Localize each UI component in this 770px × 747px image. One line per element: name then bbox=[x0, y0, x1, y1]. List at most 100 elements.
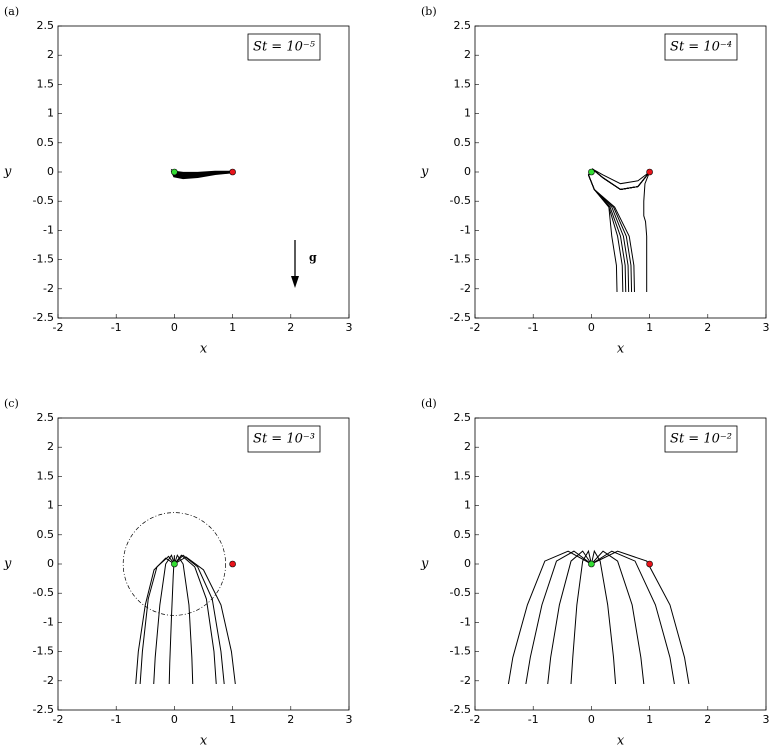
panel: (a)-2 -1 0 1 2 3-2.5-2-1.5-1-0.500.511.522.5x… bbox=[3, 5, 353, 357]
y-tick-label: 0 bbox=[47, 165, 54, 178]
reference-circle bbox=[122, 512, 226, 616]
point-marker bbox=[588, 560, 595, 568]
x-axis-label: x bbox=[617, 734, 625, 747]
y-tick-label: -1.5 bbox=[33, 253, 54, 266]
y-tick-label: 1 bbox=[464, 499, 471, 512]
y-tick-label: 2 bbox=[47, 48, 54, 61]
x-axis-label: x bbox=[200, 734, 208, 747]
trajectory bbox=[174, 556, 236, 684]
y-tick-label: -1 bbox=[460, 615, 471, 628]
trajectory bbox=[525, 550, 592, 684]
y-tick-label: 2.5 bbox=[37, 19, 55, 32]
y-tick-label: 2.5 bbox=[37, 411, 55, 424]
y-tick-label: 0.5 bbox=[454, 528, 472, 541]
x-tick-label: -1 bbox=[528, 713, 539, 726]
plot-frame bbox=[474, 417, 767, 711]
x-tick-label: 2 bbox=[704, 713, 711, 726]
plot-frame bbox=[57, 417, 350, 711]
x-tick-label: -1 bbox=[528, 321, 539, 334]
y-tick-label: 2 bbox=[464, 48, 471, 61]
x-tick-label: 3 bbox=[346, 713, 353, 726]
x-tick-label: 2 bbox=[287, 321, 294, 334]
y-tick-label: 2.5 bbox=[454, 411, 472, 424]
x-tick-label: 0 bbox=[588, 713, 595, 726]
y-tick-label: -2 bbox=[43, 674, 54, 687]
point-marker bbox=[229, 168, 236, 176]
trajectory bbox=[507, 550, 592, 684]
annotation: St = 10⁻³ bbox=[253, 432, 315, 447]
y-tick-label: 1 bbox=[464, 107, 471, 120]
y-tick-label: -2.5 bbox=[450, 311, 471, 324]
trajectory bbox=[643, 171, 651, 292]
y-tick-label: -2.5 bbox=[33, 311, 54, 324]
y-tick-label: 1 bbox=[47, 107, 54, 120]
x-axis-label: x bbox=[617, 342, 625, 357]
y-tick-label: 0 bbox=[47, 557, 54, 570]
panel: (d)-2 -1 0 1 2 3-2.5-2-1.5-1-0.500.511.522.5x… bbox=[420, 397, 770, 747]
trajectory bbox=[591, 550, 690, 684]
x-tick-label: -1 bbox=[111, 713, 122, 726]
x-tick-label: -1 bbox=[111, 321, 122, 334]
x-tick-label: -2 bbox=[470, 713, 481, 726]
annotation: St = 10⁻⁵ bbox=[253, 40, 316, 55]
x-tick-label: 1 bbox=[229, 713, 236, 726]
y-tick-label: 2 bbox=[47, 440, 54, 453]
x-tick-label: -2 bbox=[53, 321, 64, 334]
y-axis-label: y bbox=[420, 165, 429, 180]
y-tick-label: 0.5 bbox=[454, 136, 472, 149]
x-tick-label: 2 bbox=[287, 713, 294, 726]
x-tick-label: 1 bbox=[229, 321, 236, 334]
y-tick-label: -2 bbox=[460, 282, 471, 295]
gravity-arrowhead bbox=[291, 276, 299, 288]
plot-area bbox=[507, 549, 690, 684]
y-tick-label: 1 bbox=[47, 499, 54, 512]
x-tick-label: -2 bbox=[53, 713, 64, 726]
y-tick-label: -1 bbox=[43, 615, 54, 628]
y-tick-label: 2 bbox=[464, 440, 471, 453]
trajectory bbox=[570, 549, 592, 684]
gravity-label: g bbox=[309, 251, 317, 264]
x-tick-label: 1 bbox=[646, 713, 653, 726]
y-tick-label: 0.5 bbox=[37, 136, 55, 149]
point-marker bbox=[646, 560, 653, 568]
y-tick-label: -0.5 bbox=[33, 194, 54, 207]
annotation: St = 10⁻⁴ bbox=[670, 40, 732, 55]
x-tick-label: 1 bbox=[646, 321, 653, 334]
trajectory bbox=[173, 554, 194, 684]
plot-content bbox=[507, 549, 690, 684]
y-tick-label: 1.5 bbox=[454, 469, 472, 482]
y-tick-label: -2.5 bbox=[450, 703, 471, 716]
trajectory bbox=[590, 549, 617, 684]
y-axis-label: y bbox=[3, 165, 12, 180]
annotation: St = 10⁻² bbox=[670, 432, 732, 447]
panel: (b)-2 -1 0 1 2 3-2.5-2-1.5-1-0.500.511.522.5x… bbox=[420, 5, 770, 357]
trajectory bbox=[135, 557, 175, 684]
panel-label: (b) bbox=[421, 5, 437, 18]
panel-label: (c) bbox=[4, 397, 19, 410]
y-tick-label: 2.5 bbox=[454, 19, 472, 32]
annotation-box bbox=[664, 425, 738, 453]
point-marker bbox=[588, 168, 595, 176]
y-axis-label: y bbox=[420, 557, 429, 572]
plot-content bbox=[587, 168, 653, 292]
trajectory bbox=[547, 550, 592, 684]
plot-area bbox=[587, 168, 653, 292]
trajectory bbox=[591, 550, 675, 684]
annotation-box bbox=[664, 33, 738, 61]
y-tick-label: 1.5 bbox=[454, 77, 472, 90]
y-tick-label: 0 bbox=[464, 557, 471, 570]
x-tick-label: 0 bbox=[171, 321, 178, 334]
trajectory bbox=[591, 550, 645, 684]
x-tick-label: 3 bbox=[346, 321, 353, 334]
y-tick-label: 0 bbox=[464, 165, 471, 178]
y-tick-label: -1.5 bbox=[450, 253, 471, 266]
y-tick-label: -1.5 bbox=[450, 645, 471, 658]
point-marker bbox=[171, 168, 178, 176]
y-tick-label: -1 bbox=[43, 223, 54, 236]
y-tick-label: -2 bbox=[43, 282, 54, 295]
x-tick-label: 0 bbox=[171, 713, 178, 726]
y-tick-label: -0.5 bbox=[33, 586, 54, 599]
plot-content bbox=[122, 512, 236, 684]
x-tick-label: 3 bbox=[763, 321, 770, 334]
